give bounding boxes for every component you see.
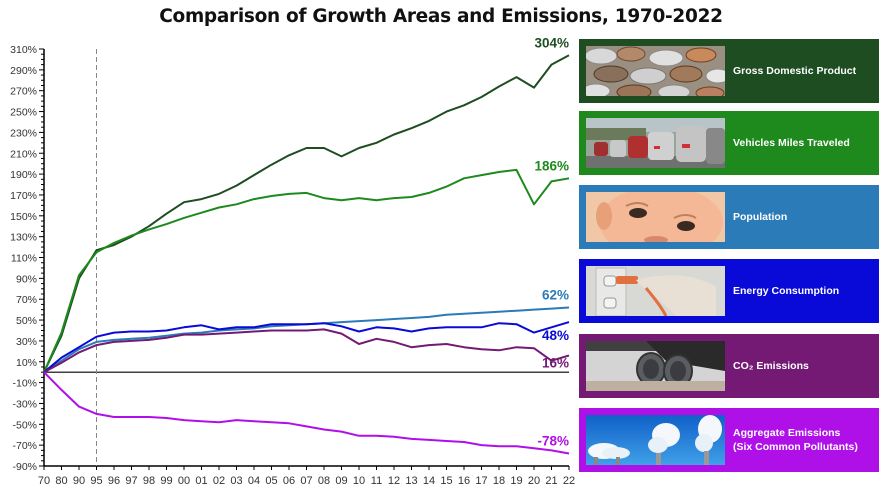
x-tick-label: 04 bbox=[248, 475, 260, 487]
legend-label-population: Population bbox=[733, 211, 788, 223]
x-tick-label: 18 bbox=[493, 475, 505, 487]
traffic-photo-icon bbox=[586, 118, 725, 168]
x-tick-label: 99 bbox=[160, 475, 172, 487]
legend-panel-energy: Energy Consumption bbox=[579, 259, 879, 323]
legend-label-gdp: Gross Domestic Product bbox=[733, 65, 857, 77]
line-chart: 310% 290% 270% 250% 230% 210% 190% 170% 150% 130%… bbox=[10, 35, 575, 487]
y-tick-label: 150% bbox=[10, 211, 37, 223]
y-tick-label: 290% bbox=[10, 65, 37, 77]
x-tick-label: 11 bbox=[371, 475, 382, 487]
legend-panel-co2: CO₂ Emissions bbox=[579, 334, 879, 398]
y-tick-label: -90% bbox=[12, 461, 37, 473]
legend-panel-gdp: Gross Domestic Product bbox=[579, 39, 879, 103]
exhaust-pipe-photo-icon bbox=[586, 341, 725, 391]
series-line bbox=[43, 306, 570, 374]
x-tick-label: 15 bbox=[440, 475, 452, 487]
y-tick-label: 250% bbox=[10, 107, 37, 119]
series-line bbox=[43, 371, 570, 455]
y-tick-label: 230% bbox=[10, 127, 37, 139]
y-tick-label: 30% bbox=[16, 336, 37, 348]
chart-title: Comparison of Growth Areas and Emissions… bbox=[159, 6, 723, 27]
x-tick-label: 00 bbox=[178, 475, 190, 487]
x-tick-label: 13 bbox=[405, 475, 417, 487]
x-tick-label: 01 bbox=[195, 475, 207, 487]
x-tick-label: 17 bbox=[475, 475, 487, 487]
y-tick-label: 210% bbox=[10, 148, 37, 160]
baby-face-photo-icon bbox=[586, 192, 725, 242]
legend-panel-aggregate: Aggregate Emissions (Six Common Pollutant… bbox=[579, 408, 879, 472]
y-tick-label: -30% bbox=[12, 398, 37, 410]
x-tick-label: 14 bbox=[423, 475, 435, 487]
x-tick-label: 20 bbox=[528, 475, 540, 487]
legend-label-aggregate-line2: (Six Common Pollutants) bbox=[733, 441, 858, 453]
y-tick-label: 170% bbox=[10, 190, 37, 202]
x-tick-label: 05 bbox=[265, 475, 277, 487]
y-tick-label: -50% bbox=[12, 419, 37, 431]
y-tick-label: 50% bbox=[16, 315, 37, 327]
y-tick-label: -10% bbox=[12, 378, 37, 390]
series-end-label: 48% bbox=[542, 328, 569, 343]
series-end-label: 16% bbox=[542, 355, 569, 370]
y-tick-label: 10% bbox=[16, 357, 37, 369]
y-tick-label: 90% bbox=[16, 273, 37, 285]
smokestacks-photo-icon bbox=[586, 415, 725, 465]
legend-panel-vmt: Vehicles Miles Traveled bbox=[579, 111, 879, 175]
y-tick-label: 70% bbox=[16, 294, 37, 306]
legend-label-vmt: Vehicles Miles Traveled bbox=[733, 137, 850, 149]
series-end-label: 186% bbox=[534, 158, 569, 173]
x-tick-label: 12 bbox=[388, 475, 400, 487]
y-tick-label: 270% bbox=[10, 86, 37, 98]
x-tick-label: 19 bbox=[510, 475, 522, 487]
series-end-label: -78% bbox=[537, 433, 569, 448]
x-tick-label: 96 bbox=[108, 475, 120, 487]
x-tick-label: 08 bbox=[318, 475, 330, 487]
series-end-label: 304% bbox=[534, 35, 569, 50]
legend-label-co2: CO₂ Emissions bbox=[733, 360, 809, 372]
x-tick-label: 09 bbox=[335, 475, 347, 487]
x-tick-label: 97 bbox=[125, 475, 137, 487]
x-tick-label: 06 bbox=[283, 475, 295, 487]
power-plug-photo-icon bbox=[586, 266, 725, 316]
x-tick-label: 98 bbox=[143, 475, 155, 487]
x-tick-label: 90 bbox=[73, 475, 85, 487]
x-tick-label: 80 bbox=[55, 475, 67, 487]
x-tick-label: 10 bbox=[353, 475, 365, 487]
legend-label-aggregate: Aggregate Emissions (Six Common Pollutant… bbox=[733, 408, 858, 472]
y-tick-label: 190% bbox=[10, 169, 37, 181]
x-tick-label: 03 bbox=[230, 475, 242, 487]
series-line bbox=[43, 328, 570, 374]
x-tick-label: 07 bbox=[300, 475, 312, 487]
x-tick-label: 16 bbox=[458, 475, 470, 487]
x-tick-label: 21 bbox=[545, 475, 557, 487]
series-line bbox=[43, 168, 570, 373]
legend-panel-population: Population bbox=[579, 185, 879, 249]
series-end-label: 62% bbox=[542, 288, 569, 303]
y-tick-label: 110% bbox=[11, 253, 37, 265]
y-tick-label: 130% bbox=[10, 232, 37, 244]
y-tick-label: -70% bbox=[12, 440, 37, 452]
x-tick-label: 02 bbox=[213, 475, 225, 487]
x-tick-label: 22 bbox=[563, 475, 575, 487]
y-tick-label: 310% bbox=[10, 44, 37, 56]
legend-label-aggregate-line1: Aggregate Emissions bbox=[733, 427, 841, 439]
x-tick-label: 95 bbox=[90, 475, 102, 487]
x-tick-label: 70 bbox=[38, 475, 50, 487]
legend-label-energy: Energy Consumption bbox=[733, 285, 840, 297]
series-line bbox=[43, 321, 570, 373]
coins-photo-icon bbox=[586, 46, 725, 96]
